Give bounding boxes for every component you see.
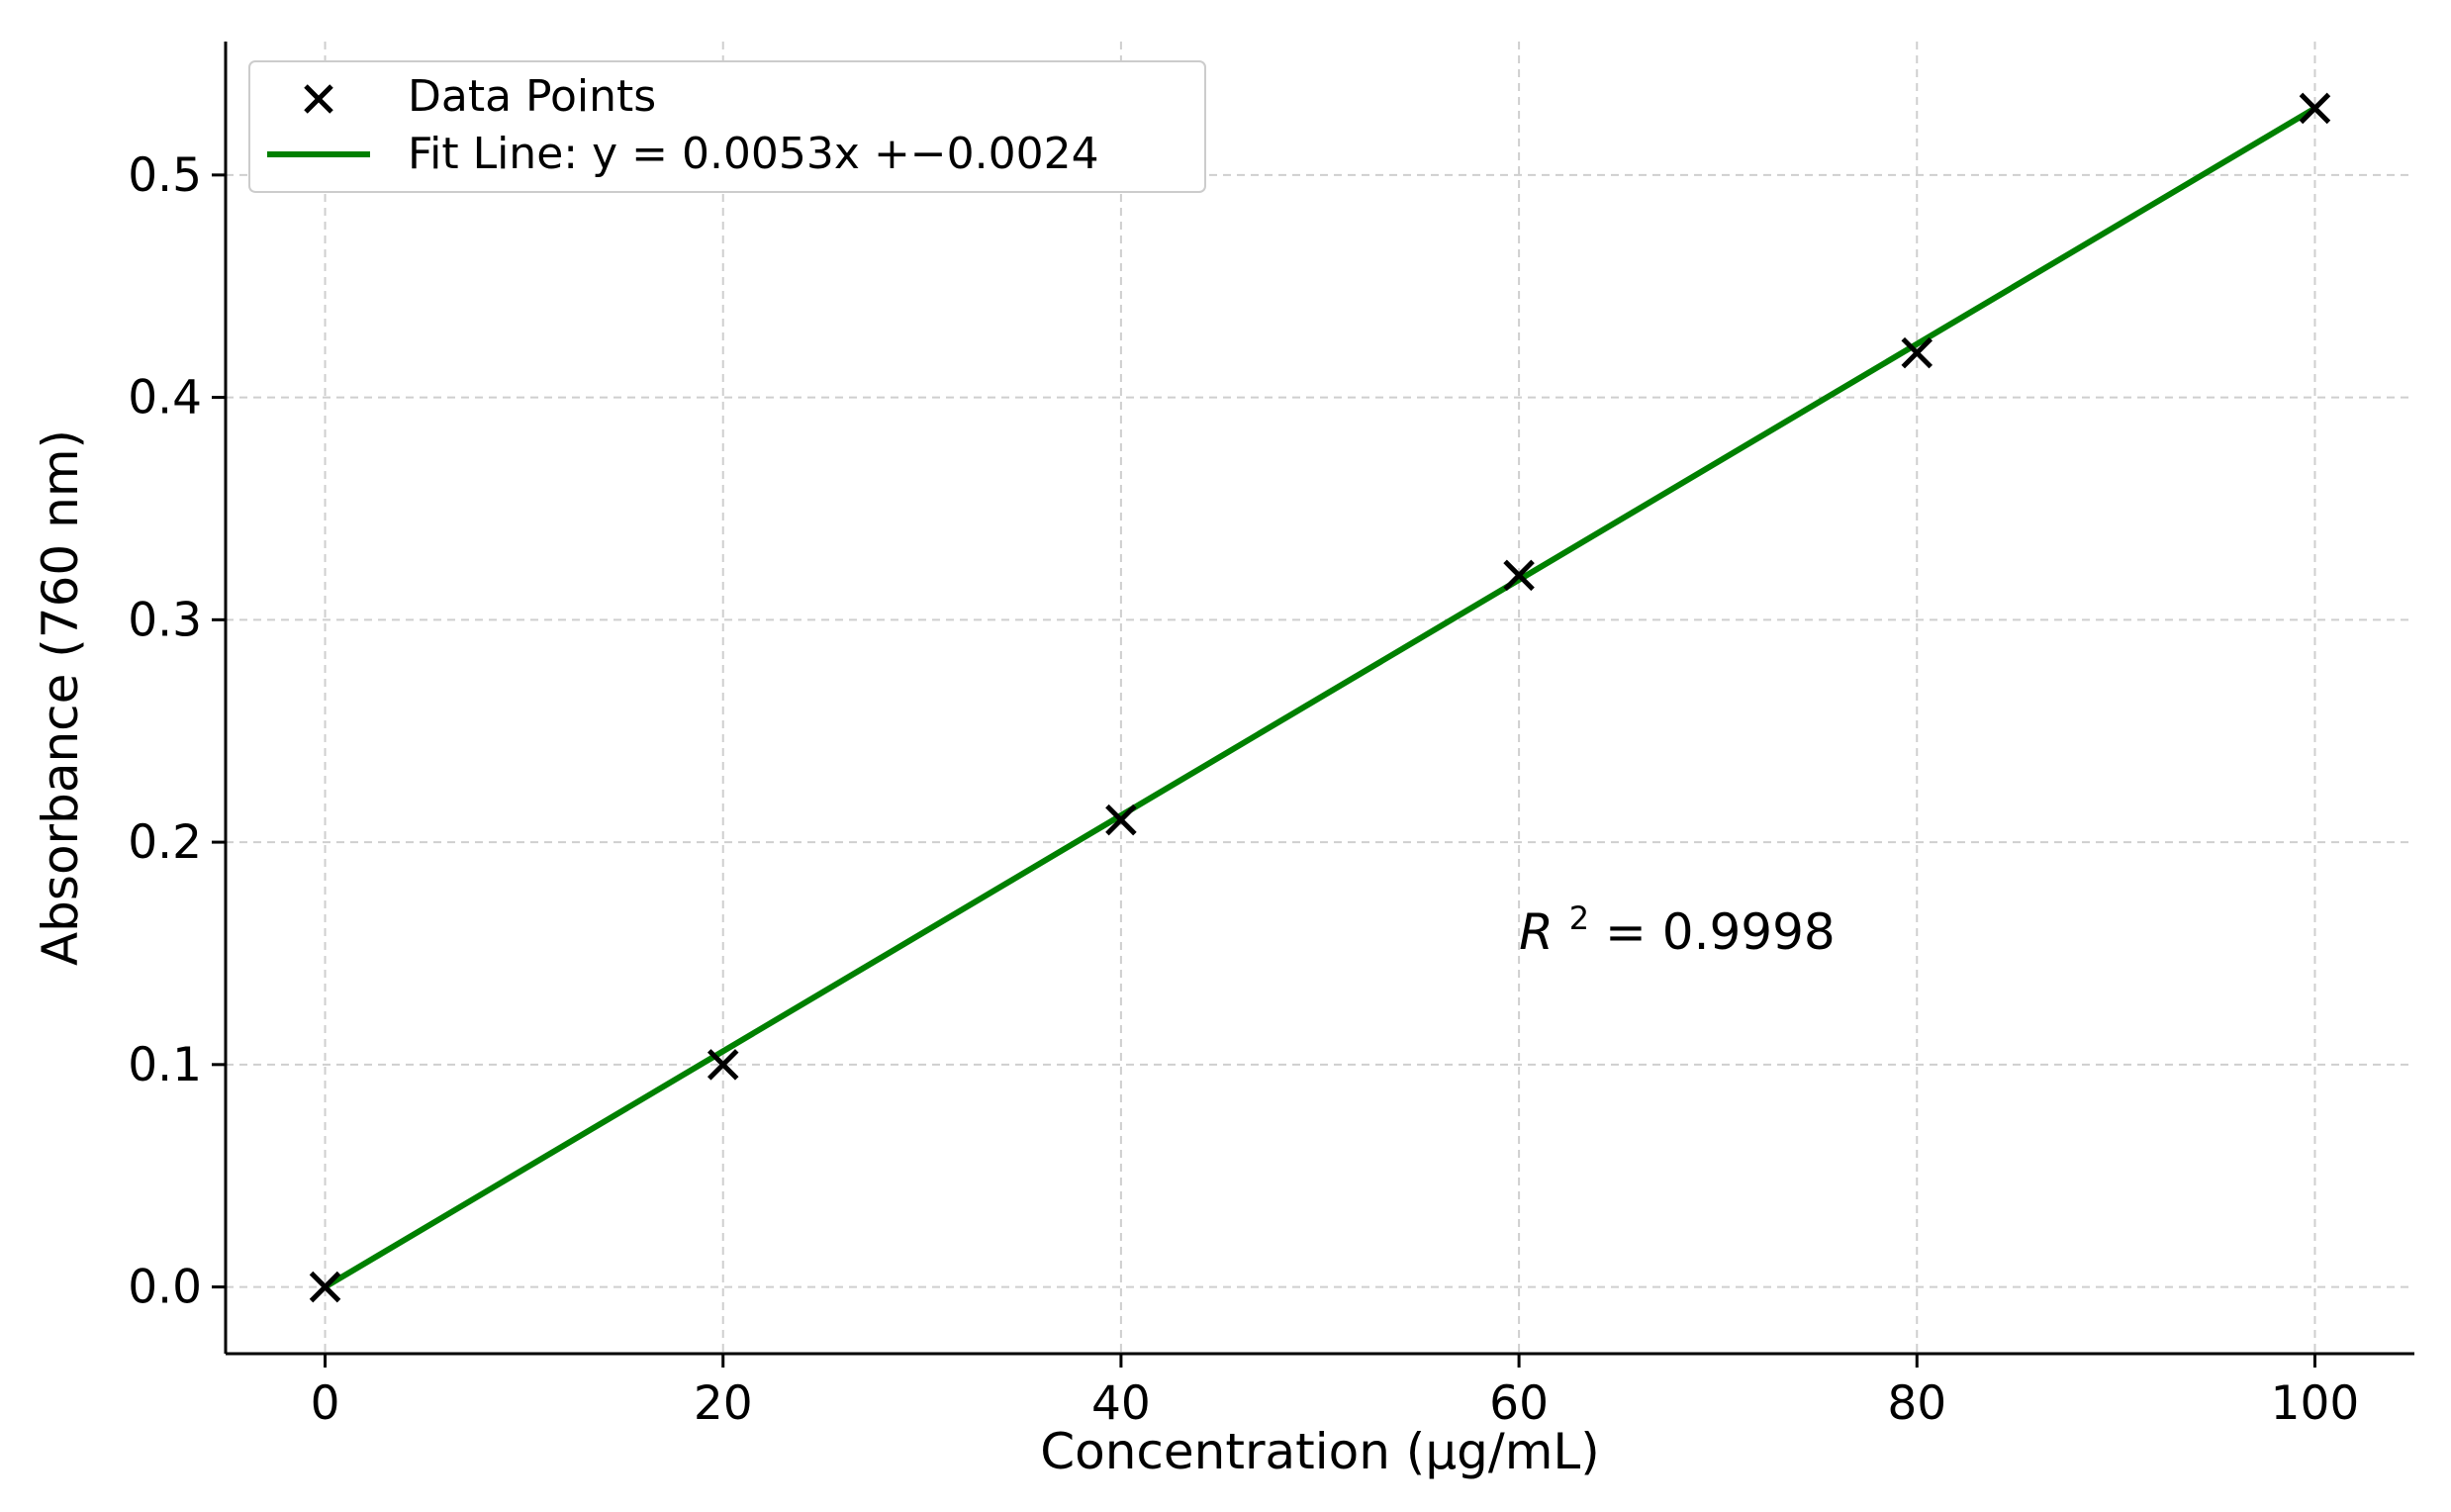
y-axis-title: Absorbance (760 nm) — [32, 429, 89, 966]
x-tick-label: 100 — [2271, 1376, 2360, 1431]
y-tick-label: 0.2 — [128, 815, 202, 870]
r-squared-superscript: 2 — [1569, 899, 1589, 937]
y-tick-label: 0.5 — [128, 148, 202, 203]
data-point-marker — [309, 1271, 341, 1303]
data-point-stroke — [2299, 92, 2331, 125]
r-squared-symbol: R — [1519, 903, 1554, 961]
legend-label-fit-line: Fit Line: y = 0.0053x +−0.0024 — [408, 129, 1099, 179]
x-tick-label: 80 — [1887, 1376, 1946, 1431]
legend-label-data-points: Data Points — [408, 71, 656, 122]
legend-x-stroke — [304, 84, 333, 114]
data-point-stroke — [1901, 336, 1933, 369]
r-squared-value: = 0.9998 — [1605, 903, 1836, 961]
data-points-layer — [309, 92, 2331, 1303]
x-tick-label: 40 — [1091, 1376, 1151, 1431]
tick-layer: 0 20 40 60 80 100 0.0 0.1 0.2 0.3 0.4 0.5 — [128, 148, 2359, 1431]
data-point-marker — [1503, 559, 1535, 592]
axes-layer — [224, 42, 2414, 1356]
data-point-marker — [1901, 336, 1933, 369]
fit-line — [324, 105, 2316, 1290]
legend-box — [248, 60, 1206, 193]
x-tick-label: 60 — [1489, 1376, 1549, 1431]
legend-x-marker-icon — [304, 84, 333, 114]
x-tick-label: 20 — [694, 1376, 753, 1431]
x-tick-label: 0 — [311, 1376, 340, 1431]
data-point-stroke — [1105, 803, 1137, 836]
data-point-stroke — [707, 1049, 739, 1081]
data-point-marker — [2299, 92, 2331, 125]
y-tick-label: 0.0 — [128, 1261, 202, 1315]
data-point-marker — [1105, 803, 1137, 836]
r-squared-annotation: R 2 = 0.9998 — [1519, 884, 1836, 961]
data-point-stroke — [1503, 559, 1535, 592]
legend: Data Points Fit Line: y = 0.0053x +−0.00… — [248, 60, 1206, 193]
y-tick-label: 0.4 — [128, 371, 202, 425]
y-tick-label: 0.1 — [128, 1038, 202, 1092]
y-tick-label: 0.3 — [128, 593, 202, 647]
data-point-stroke — [309, 1271, 341, 1303]
x-axis-title: Concentration (µg/mL) — [1040, 1423, 1600, 1480]
fit-line-layer — [324, 105, 2316, 1290]
data-point-marker — [707, 1049, 739, 1081]
